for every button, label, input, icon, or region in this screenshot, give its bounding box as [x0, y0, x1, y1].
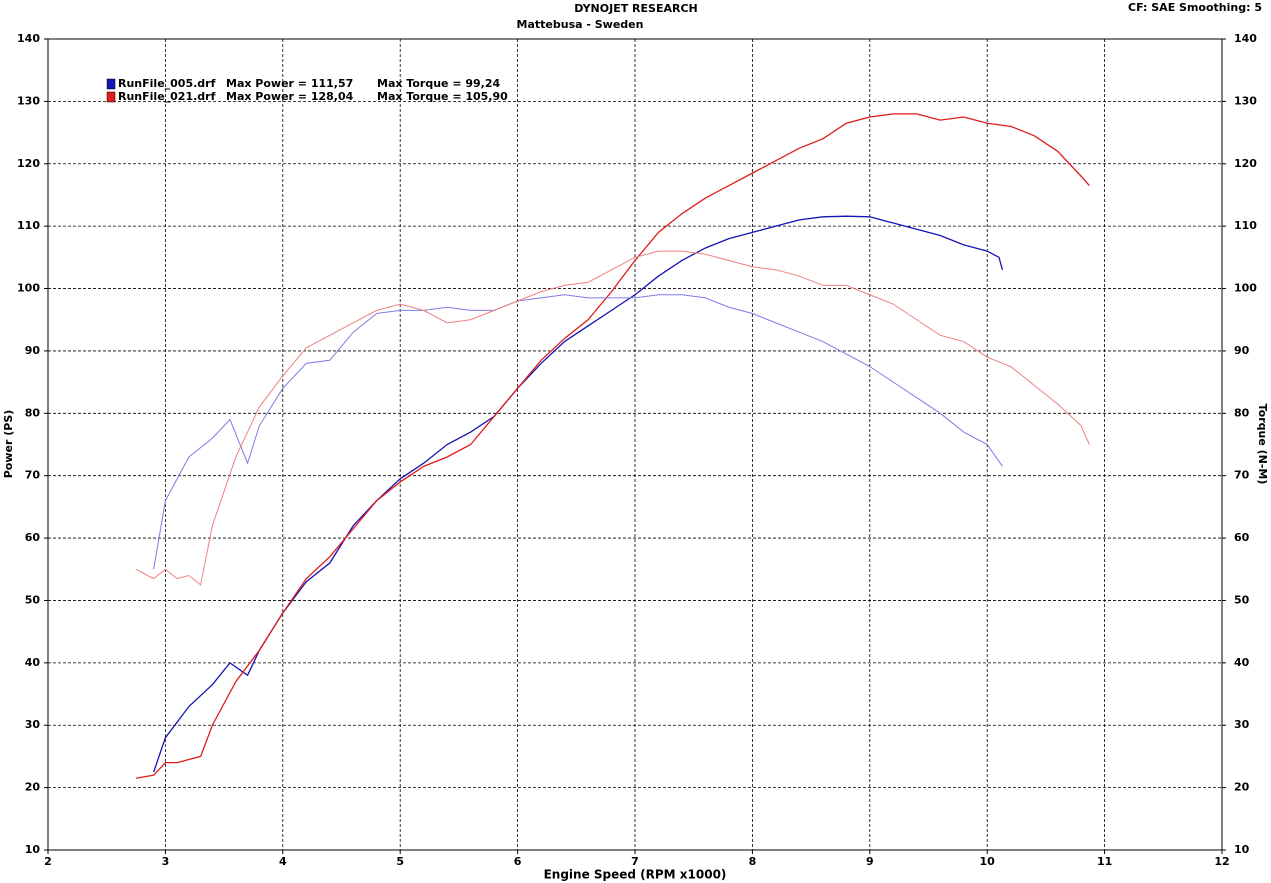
y-tick-label: 120	[17, 157, 40, 170]
corner-note: CF: SAE Smoothing: 5	[1128, 1, 1262, 14]
y-tick-label: 90	[25, 344, 41, 357]
x-tick-label: 11	[1097, 855, 1112, 868]
y2-tick-label: 130	[1234, 94, 1257, 107]
y2-tick-label: 110	[1234, 219, 1257, 232]
y-tick-label: 60	[25, 531, 41, 544]
y2-tick-label: 50	[1234, 593, 1250, 606]
series-line	[153, 294, 1003, 570]
y-tick-label: 20	[25, 781, 41, 794]
legend-label: RunFile_021.drf	[118, 90, 216, 103]
legend-max-power: Max Power = 111,57	[226, 77, 353, 90]
x-tick-label: 10	[980, 855, 996, 868]
y2-tick-label: 60	[1234, 531, 1250, 544]
legend-swatch	[106, 91, 116, 103]
y-tick-label: 50	[25, 593, 41, 606]
legend-label: RunFile_005.drf	[118, 77, 216, 90]
chart-subtitle: Mattebusa - Sweden	[517, 18, 644, 31]
y2-tick-label: 80	[1234, 406, 1250, 419]
legend-max-torque: Max Torque = 99,24	[377, 77, 501, 90]
y-tick-label: 140	[17, 32, 40, 45]
legend-max-torque: Max Torque = 105,90	[377, 90, 508, 103]
y2-tick-label: 90	[1234, 344, 1250, 357]
x-tick-label: 5	[396, 855, 404, 868]
y-tick-label: 70	[25, 469, 41, 482]
y2-tick-label: 140	[1234, 32, 1257, 45]
y-tick-label: 30	[25, 718, 41, 731]
x-tick-label: 2	[44, 855, 52, 868]
series-line	[135, 113, 1090, 779]
y2-tick-label: 30	[1234, 718, 1250, 731]
legend-swatch	[106, 78, 116, 90]
y2-tick-label: 120	[1234, 157, 1257, 170]
y-tick-label: 130	[17, 94, 40, 107]
legend-max-power: Max Power = 128,04	[226, 90, 354, 103]
y-tick-label: 10	[25, 843, 41, 856]
y-tick-label: 110	[17, 219, 40, 232]
series-line	[135, 250, 1090, 586]
y-tick-label: 40	[25, 656, 41, 669]
y2-tick-label: 100	[1234, 282, 1257, 295]
y2-tick-label: 40	[1234, 656, 1250, 669]
y2-tick-label: 10	[1234, 843, 1250, 856]
x-tick-label: 7	[631, 855, 639, 868]
x-tick-label: 8	[749, 855, 757, 868]
y-axis-label: Power (PS)	[2, 410, 15, 479]
y-tick-label: 100	[17, 282, 40, 295]
x-tick-label: 3	[162, 855, 170, 868]
y2-tick-label: 20	[1234, 781, 1250, 794]
y2-tick-label: 70	[1234, 469, 1250, 482]
y2-axis-label: Torque (N-M)	[1256, 404, 1269, 485]
x-tick-label: 4	[279, 855, 287, 868]
x-axis-label: Engine Speed (RPM x1000)	[544, 868, 727, 882]
x-tick-label: 6	[514, 855, 522, 868]
y-tick-label: 80	[25, 406, 41, 419]
chart-title: DYNOJET RESEARCH	[574, 2, 697, 15]
x-tick-label: 12	[1214, 855, 1229, 868]
x-tick-label: 9	[866, 855, 874, 868]
